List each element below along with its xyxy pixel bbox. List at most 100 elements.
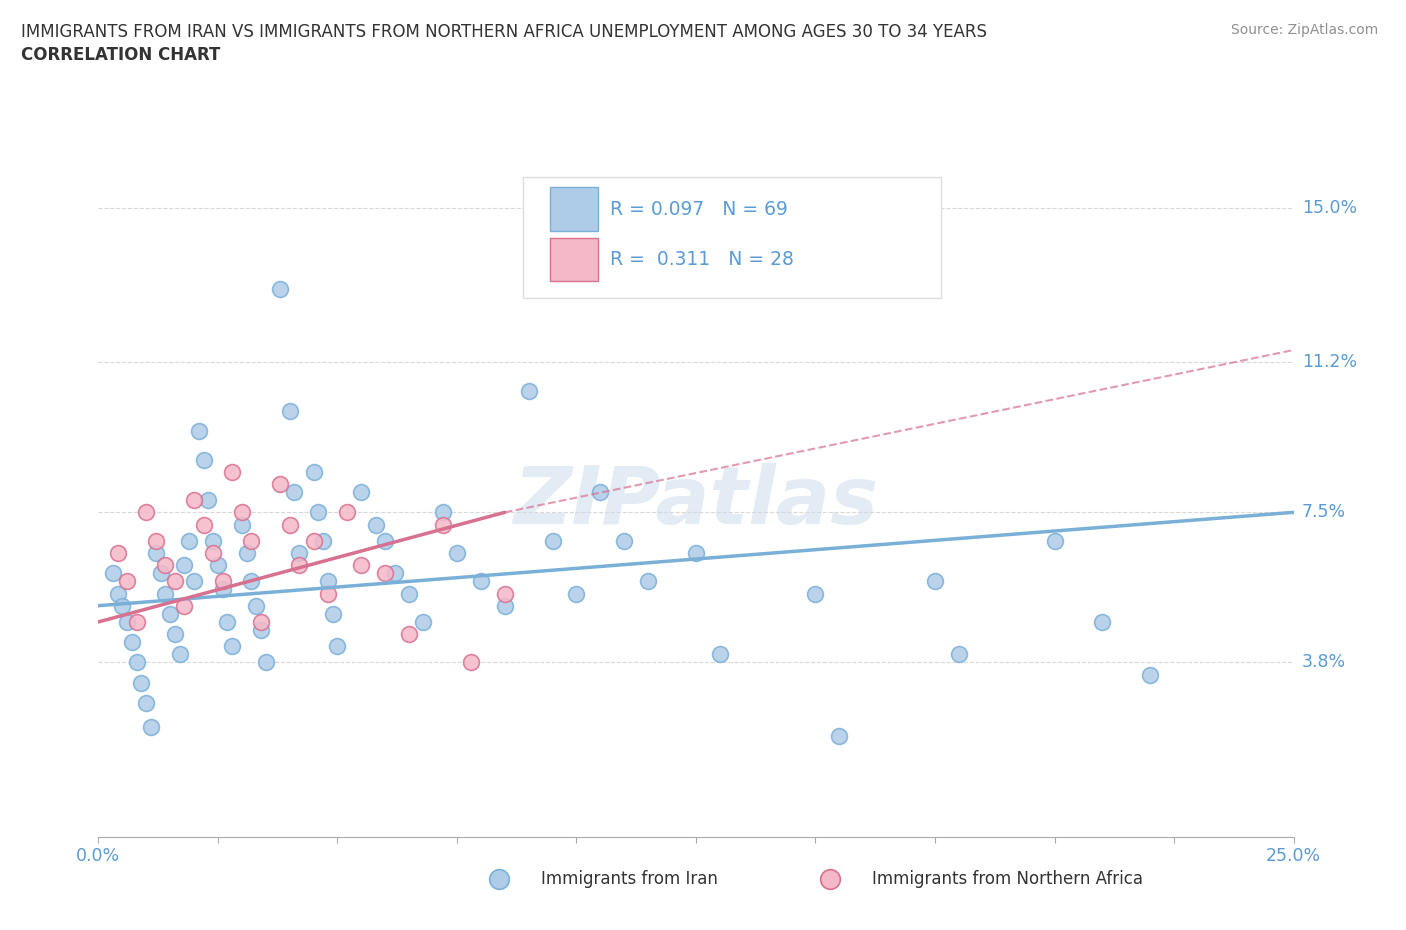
Point [155,558,177,573]
Point [460,655,482,670]
Point [432,505,454,520]
Point [145,533,167,548]
Point [316,574,339,589]
Point [245,598,267,613]
Point [312,533,335,548]
Point [240,574,263,589]
Point [193,517,215,532]
Point [316,586,339,601]
Point [107,586,129,601]
Point [541,533,564,548]
Point [470,574,492,589]
Text: 11.2%: 11.2% [1302,353,1357,371]
Point [202,546,225,561]
Point [278,517,301,532]
Point [217,615,239,630]
Point [494,598,516,613]
Point [235,546,257,561]
Point [139,720,162,735]
Point [159,606,181,621]
Text: IMMIGRANTS FROM IRAN VS IMMIGRANTS FROM NORTHERN AFRICA UNEMPLOYMENT AMONG AGES : IMMIGRANTS FROM IRAN VS IMMIGRANTS FROM … [21,23,987,41]
Point [1139,667,1161,682]
Point [637,574,659,589]
Point [384,565,406,580]
Point [115,615,138,630]
Text: 7.5%: 7.5% [1302,503,1346,522]
Point [107,546,129,561]
Point [149,565,172,580]
Point [322,606,344,621]
Point [374,565,396,580]
Point [131,675,153,690]
Point [163,627,186,642]
Point [173,598,195,613]
Point [818,871,841,886]
Point [125,615,148,630]
Point [302,464,325,479]
Point [179,533,201,548]
Point [211,574,233,589]
Point [250,622,273,637]
Point [1043,533,1066,548]
Point [613,533,636,548]
Point [145,546,167,561]
Point [350,558,373,573]
Point [173,558,195,573]
Point [207,558,229,573]
Text: Source: ZipAtlas.com: Source: ZipAtlas.com [1230,23,1378,37]
Point [350,485,373,499]
Point [446,546,468,561]
Point [398,627,420,642]
Point [494,586,516,601]
Text: CORRELATION CHART: CORRELATION CHART [21,46,221,64]
Point [288,546,311,561]
Point [278,404,301,418]
Point [488,871,510,886]
Point [169,647,191,662]
Point [135,696,157,711]
Text: ZIPatlas: ZIPatlas [513,463,879,541]
Point [565,586,588,601]
Point [250,615,273,630]
Point [254,655,277,670]
Point [221,639,243,654]
Point [924,574,946,589]
Point [412,615,434,630]
Point [197,493,219,508]
Point [269,282,291,297]
Point [231,505,253,520]
FancyBboxPatch shape [523,178,941,298]
Point [240,533,263,548]
Point [326,639,349,654]
Point [589,485,612,499]
Point [517,383,540,398]
Point [187,424,209,439]
FancyBboxPatch shape [550,238,598,281]
Point [183,574,205,589]
Point [193,452,215,467]
Point [202,533,225,548]
Point [125,655,148,670]
Point [111,598,134,613]
Point [231,517,253,532]
Point [211,582,233,597]
Point [101,565,124,580]
Point [302,533,325,548]
Point [283,485,305,499]
Point [221,464,243,479]
Point [364,517,387,532]
Point [432,517,454,532]
Point [398,586,420,601]
Point [121,635,143,650]
Point [828,728,851,743]
Text: R = 0.097   N = 69: R = 0.097 N = 69 [610,200,787,219]
Text: R =  0.311   N = 28: R = 0.311 N = 28 [610,250,794,270]
Text: 3.8%: 3.8% [1302,654,1346,671]
Point [269,476,291,491]
Point [709,647,731,662]
Point [115,574,138,589]
Point [1091,615,1114,630]
Point [336,505,359,520]
Text: 15.0%: 15.0% [1302,199,1357,217]
Point [135,505,157,520]
